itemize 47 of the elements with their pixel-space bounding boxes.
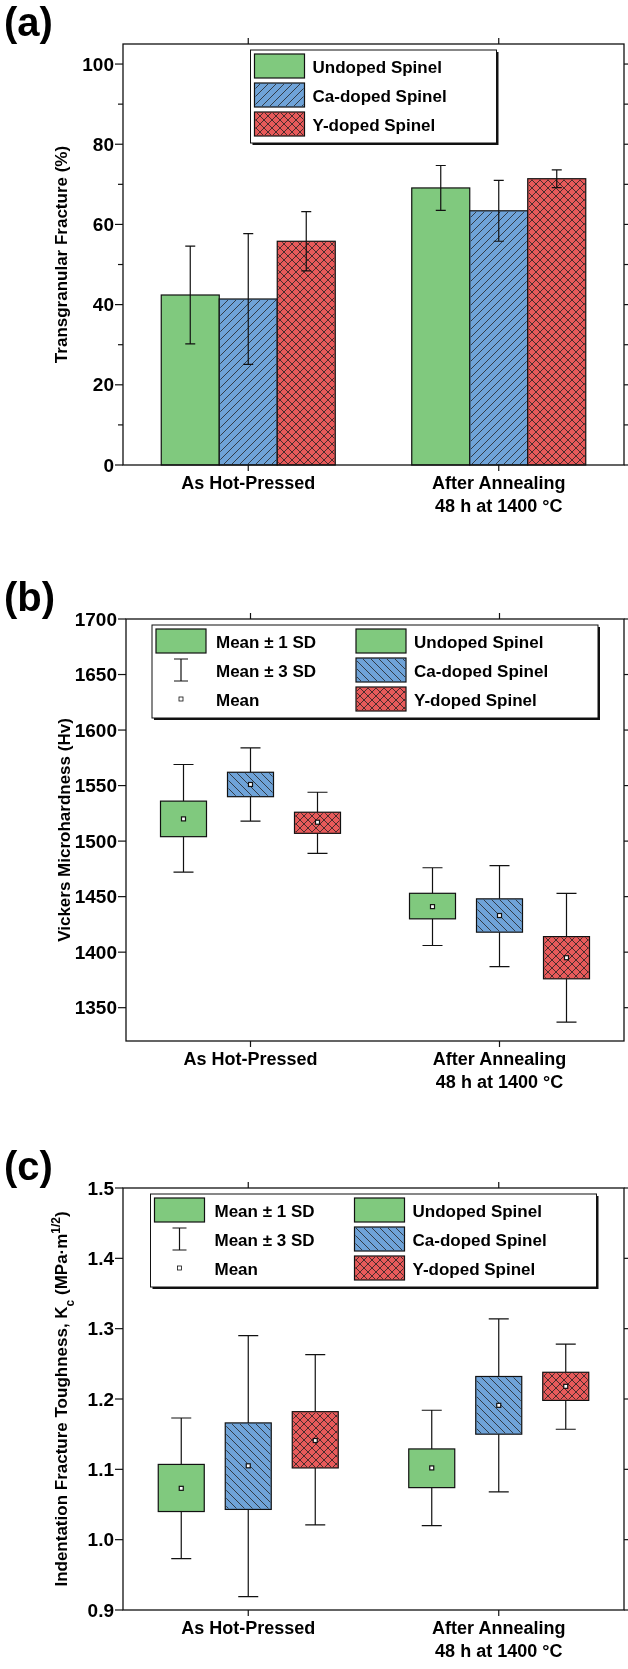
y-tick-label: 40 <box>92 294 114 316</box>
y-tick-label: 1700 <box>74 608 117 630</box>
y-axis-title: Transgranular Fracture (%) <box>52 145 71 364</box>
annotation: Mean <box>216 691 260 710</box>
y-tick-label: 1600 <box>74 719 117 741</box>
legend-label: Ca-doped Spinel <box>412 1231 547 1250</box>
annotation: Mean ± 3 SD <box>214 1231 315 1250</box>
x-tick-label: As Hot-Pressed <box>183 1049 318 1069</box>
chart-title: (b) <box>4 575 56 619</box>
x-tick-label: As Hot-Pressed <box>181 473 316 493</box>
y-tick-label: 1550 <box>74 775 117 797</box>
y-tick-label: 1400 <box>74 941 117 963</box>
legend-label: Ca-doped Spinel <box>414 662 549 681</box>
y-tick-label: 1350 <box>74 997 117 1019</box>
y-tick-label: 1650 <box>74 664 117 686</box>
legend-label: Undoped Spinel <box>412 1202 542 1221</box>
y-tick-label: 1450 <box>74 886 117 908</box>
y-tick-label: 100 <box>82 53 114 75</box>
legend-label: Y-doped Spinel <box>414 691 537 710</box>
y-tick-label: 1.2 <box>87 1388 114 1410</box>
y-tick-label: 0 <box>103 454 114 476</box>
y-tick-label: 1.4 <box>87 1247 115 1269</box>
y-tick-label: 1.1 <box>87 1458 115 1480</box>
y-axis-title: Vickers Microhardness (Hv) <box>55 718 74 942</box>
legend-label: Ca-doped Spinel <box>312 87 447 106</box>
annotation: Mean <box>214 1260 258 1279</box>
x-tick-label: As Hot-Pressed <box>181 1618 316 1638</box>
y-tick-label: 80 <box>92 133 114 155</box>
chart-title: (a) <box>4 0 53 44</box>
y-tick-label: 1500 <box>74 830 117 852</box>
legend-label: Y-doped Spinel <box>412 1260 536 1279</box>
x-tick-label: After Annealing 48 h at 1400 °C <box>432 1049 567 1092</box>
legend-label: Y-doped Spinel <box>312 116 436 135</box>
y-tick-label: 1.0 <box>87 1529 114 1551</box>
chart-title: (c) <box>4 1144 53 1188</box>
y-tick-label: 1.3 <box>87 1318 114 1340</box>
annotation: Mean ± 1 SD <box>216 633 317 652</box>
legend-label: Undoped Spinel <box>312 58 442 77</box>
annotation: Mean ± 3 SD <box>216 662 317 681</box>
legend-label: Undoped Spinel <box>414 633 544 652</box>
y-tick-label: 20 <box>92 374 114 396</box>
y-tick-label: 60 <box>92 214 114 236</box>
x-tick-label: After Annealing 48 h at 1400 °C <box>432 1618 566 1661</box>
y-tick-label: 1.5 <box>87 1177 115 1199</box>
y-tick-label: 0.9 <box>87 1599 114 1621</box>
annotation: Mean ± 1 SD <box>214 1202 315 1221</box>
x-tick-label: After Annealing 48 h at 1400 °C <box>432 473 566 516</box>
